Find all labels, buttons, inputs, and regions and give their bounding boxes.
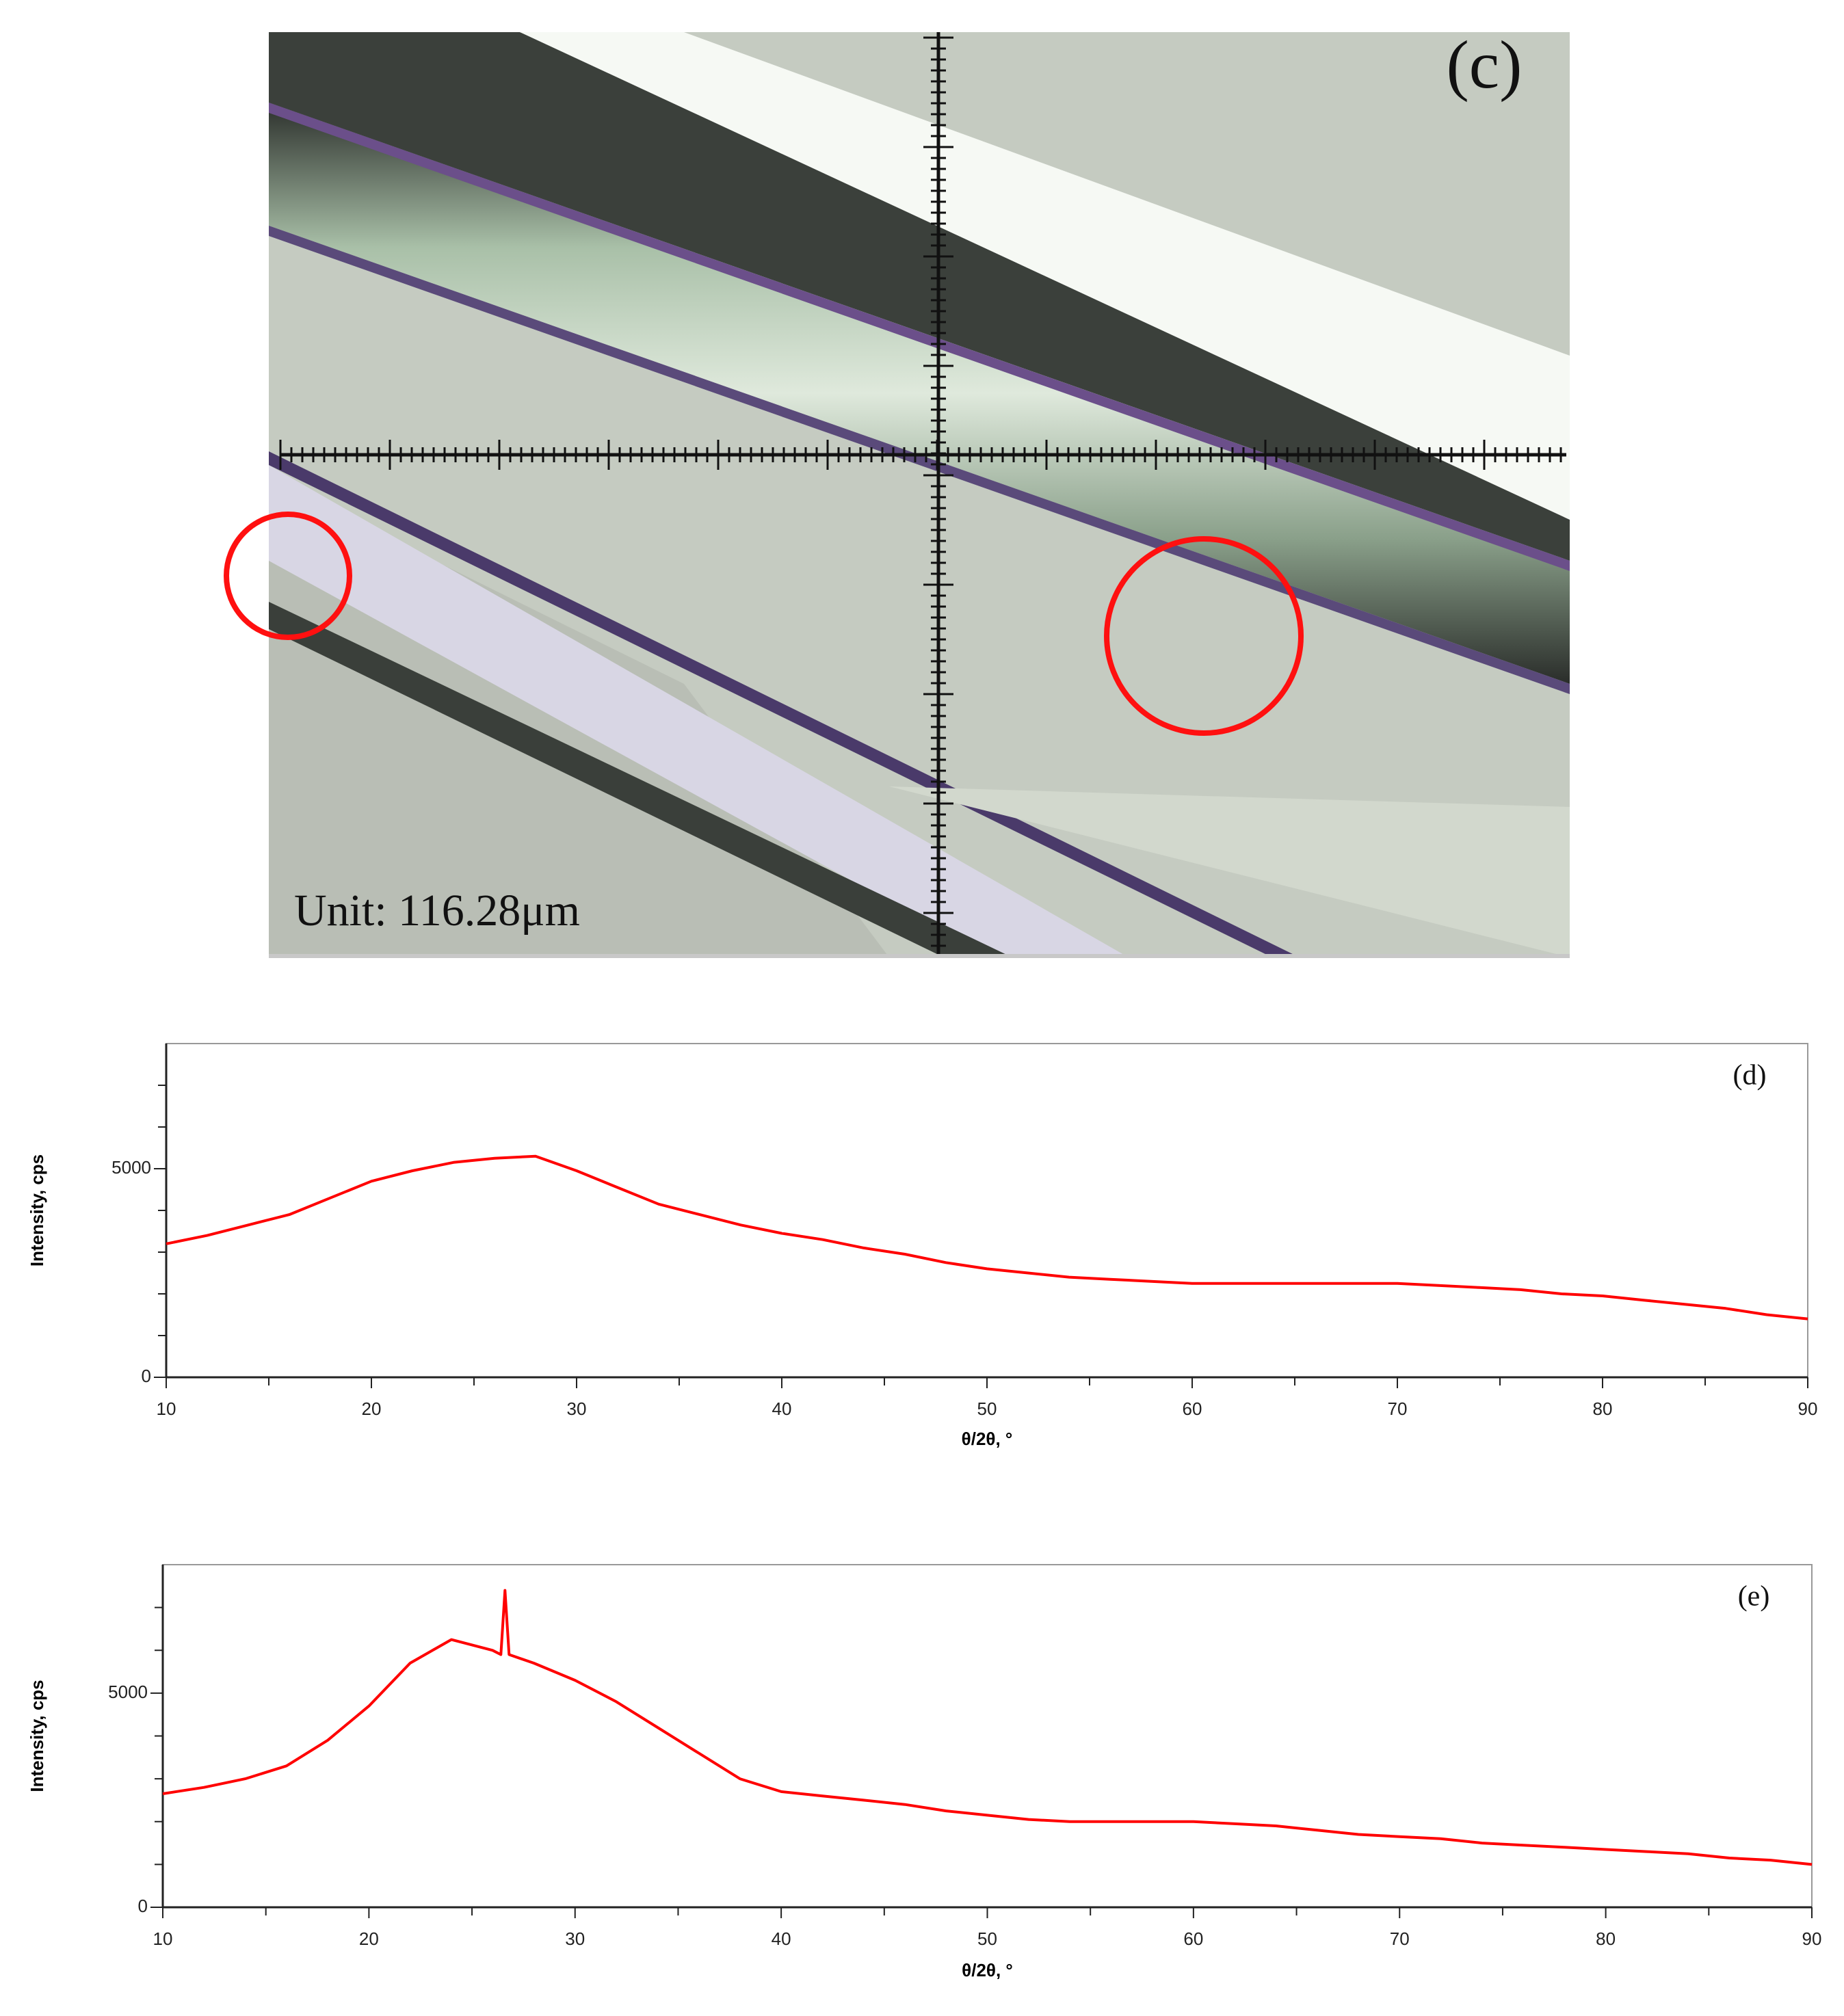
x-tick-label: 20 bbox=[362, 1398, 382, 1419]
x-tick-label: 20 bbox=[359, 1928, 379, 1949]
x-tick-label: 50 bbox=[977, 1928, 997, 1949]
panel-label: (d) bbox=[1733, 1060, 1767, 1091]
x-tick-label: 40 bbox=[772, 1398, 792, 1419]
y-tick-label: 0 bbox=[142, 1366, 151, 1386]
y-tick-label: 5000 bbox=[111, 1157, 151, 1178]
x-tick-label: 50 bbox=[977, 1398, 997, 1419]
x-tick-label: 90 bbox=[1802, 1928, 1822, 1949]
x-tick-label: 70 bbox=[1390, 1928, 1410, 1949]
scale-text: Unit: 116.28μm bbox=[294, 886, 580, 936]
plot-frame bbox=[166, 1043, 1808, 1378]
data-line bbox=[166, 1154, 1808, 1321]
panel-label: (e) bbox=[1738, 1581, 1770, 1613]
micrograph bbox=[269, 32, 1570, 957]
x-tick-label: 70 bbox=[1388, 1398, 1408, 1419]
x-tick-label: 60 bbox=[1183, 1398, 1202, 1419]
y-tick-label: 5000 bbox=[108, 1682, 148, 1702]
x-tick-label: 40 bbox=[772, 1928, 791, 1949]
plot-frame bbox=[162, 1564, 1813, 1908]
y-tick-label: 0 bbox=[138, 1896, 148, 1916]
x-tick-label: 60 bbox=[1183, 1928, 1203, 1949]
highlight-circle bbox=[1104, 536, 1304, 736]
x-tick-label: 10 bbox=[157, 1398, 176, 1419]
x-tick-label: 80 bbox=[1596, 1928, 1616, 1949]
x-tick-label: 90 bbox=[1798, 1398, 1818, 1419]
panel-label: (c) bbox=[1447, 27, 1523, 103]
x-axis-title: θ/2θ, ° bbox=[962, 1960, 1013, 1980]
x-tick-label: 30 bbox=[565, 1928, 585, 1949]
x-tick-label: 30 bbox=[567, 1398, 587, 1419]
y-axis-title: Intensity, cps bbox=[27, 1154, 47, 1266]
highlight-circle bbox=[224, 512, 352, 640]
x-axis-title: θ/2θ, ° bbox=[962, 1429, 1013, 1449]
image-border bbox=[269, 954, 1570, 958]
x-tick-label: 10 bbox=[153, 1928, 173, 1949]
x-tick-label: 80 bbox=[1593, 1398, 1613, 1419]
data-line bbox=[162, 1589, 1813, 1866]
crosshair bbox=[279, 32, 1566, 954]
y-axis-title: Intensity, cps bbox=[27, 1680, 47, 1792]
